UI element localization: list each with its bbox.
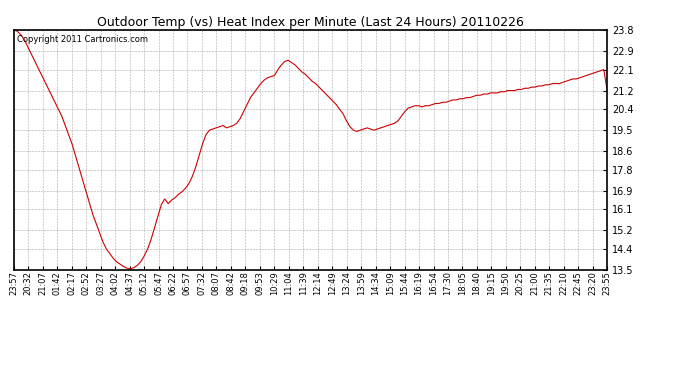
Title: Outdoor Temp (vs) Heat Index per Minute (Last 24 Hours) 20110226: Outdoor Temp (vs) Heat Index per Minute … <box>97 16 524 29</box>
Text: Copyright 2011 Cartronics.com: Copyright 2011 Cartronics.com <box>17 35 148 44</box>
